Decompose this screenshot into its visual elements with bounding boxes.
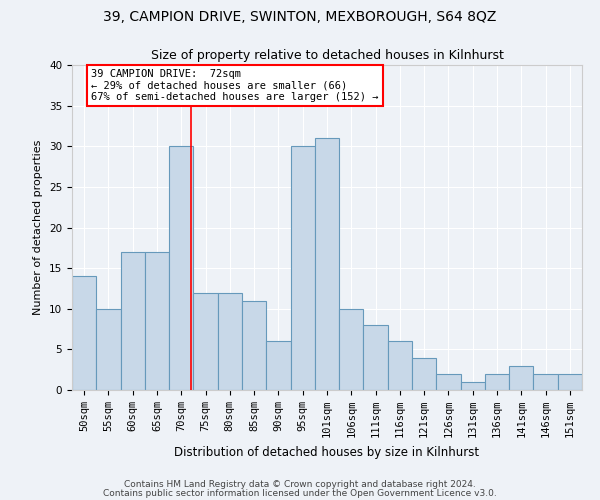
Bar <box>436 374 461 390</box>
Bar <box>193 292 218 390</box>
Bar <box>364 325 388 390</box>
Bar <box>509 366 533 390</box>
Bar <box>485 374 509 390</box>
X-axis label: Distribution of detached houses by size in Kilnhurst: Distribution of detached houses by size … <box>175 446 479 458</box>
Bar <box>558 374 582 390</box>
Bar <box>412 358 436 390</box>
Text: Contains public sector information licensed under the Open Government Licence v3: Contains public sector information licen… <box>103 488 497 498</box>
Bar <box>72 276 96 390</box>
Bar <box>96 308 121 390</box>
Text: 39, CAMPION DRIVE, SWINTON, MEXBOROUGH, S64 8QZ: 39, CAMPION DRIVE, SWINTON, MEXBOROUGH, … <box>103 10 497 24</box>
Bar <box>315 138 339 390</box>
Bar <box>266 341 290 390</box>
Bar <box>242 300 266 390</box>
Text: 39 CAMPION DRIVE:  72sqm
← 29% of detached houses are smaller (66)
67% of semi-d: 39 CAMPION DRIVE: 72sqm ← 29% of detache… <box>91 69 379 102</box>
Bar <box>388 341 412 390</box>
Bar <box>169 146 193 390</box>
Bar <box>218 292 242 390</box>
Title: Size of property relative to detached houses in Kilnhurst: Size of property relative to detached ho… <box>151 50 503 62</box>
Bar <box>145 252 169 390</box>
Y-axis label: Number of detached properties: Number of detached properties <box>34 140 43 315</box>
Bar <box>121 252 145 390</box>
Bar <box>533 374 558 390</box>
Bar <box>461 382 485 390</box>
Bar <box>290 146 315 390</box>
Bar <box>339 308 364 390</box>
Text: Contains HM Land Registry data © Crown copyright and database right 2024.: Contains HM Land Registry data © Crown c… <box>124 480 476 489</box>
